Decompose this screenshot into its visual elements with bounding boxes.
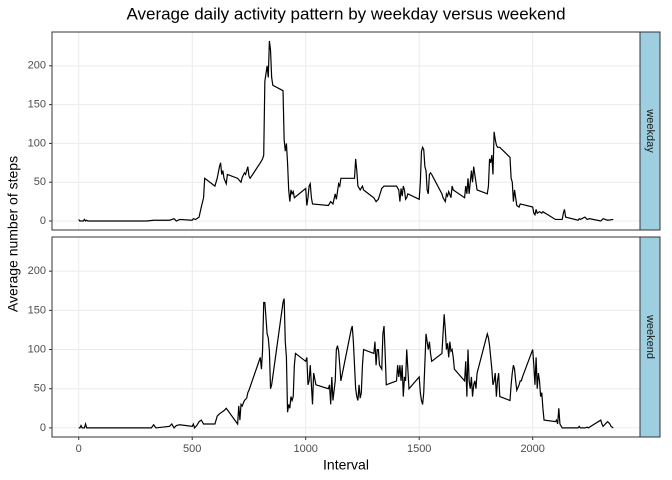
facet-label: weekend xyxy=(644,314,656,359)
y-tick-label: 150 xyxy=(28,304,46,316)
chart-title: Average daily activity pattern by weekda… xyxy=(126,4,565,23)
y-tick-label: 150 xyxy=(28,99,46,111)
data-line xyxy=(78,40,614,222)
data-line xyxy=(78,298,614,430)
panel-background xyxy=(52,32,640,230)
x-tick-label: 1000 xyxy=(293,443,317,455)
facet-strip xyxy=(639,31,661,231)
y-tick-label: 0 xyxy=(40,422,46,434)
x-axis-label: Interval xyxy=(323,457,369,473)
facet-strip xyxy=(639,236,661,438)
y-axis-label: Average number of steps xyxy=(5,156,21,312)
y-tick-label: 200 xyxy=(28,265,46,277)
x-tick-label: 500 xyxy=(183,443,201,455)
x-tick-label: 2000 xyxy=(520,443,544,455)
facet-label: weekday xyxy=(644,108,656,153)
y-tick-label: 0 xyxy=(40,215,46,227)
y-tick-label: 200 xyxy=(28,60,46,72)
y-tick-label: 100 xyxy=(28,137,46,149)
y-tick-label: 100 xyxy=(28,343,46,355)
y-tick-label: 50 xyxy=(34,383,46,395)
y-tick-label: 50 xyxy=(34,176,46,188)
panel-background xyxy=(52,237,640,437)
x-tick-label: 1500 xyxy=(407,443,431,455)
x-tick-label: 0 xyxy=(76,443,82,455)
